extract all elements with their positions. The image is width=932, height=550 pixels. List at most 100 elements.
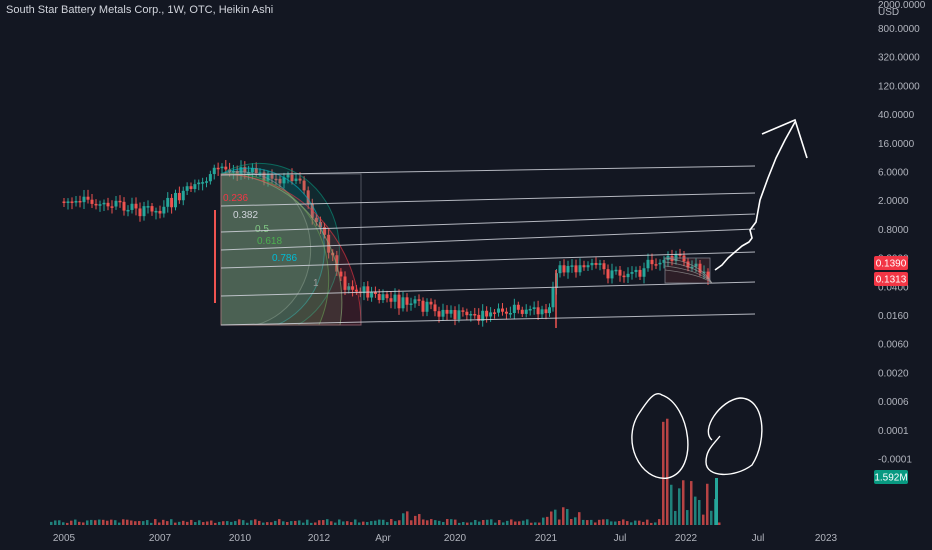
candle-body: [457, 310, 461, 320]
fib-arc: [220, 167, 325, 326]
volume-bar: [106, 520, 109, 525]
volume-bar: [526, 519, 529, 525]
volume-bar: [622, 519, 625, 525]
volume-bar: [378, 519, 381, 525]
channel-line: [220, 192, 756, 207]
volume-bar: [254, 519, 257, 525]
candle-body: [602, 263, 606, 270]
candle-body: [524, 309, 528, 314]
volume-bar: [302, 522, 305, 525]
candle-body: [634, 269, 638, 273]
candle-body: [254, 168, 258, 174]
volume-bar: [398, 520, 401, 525]
volume-bar: [574, 517, 577, 525]
volume-bar: [146, 520, 149, 525]
candle-body: [197, 182, 201, 185]
volume-bar: [618, 520, 621, 525]
volume-bar: [174, 522, 177, 525]
candle-body: [516, 304, 520, 310]
candle-body: [582, 265, 586, 268]
parallel-channel[interactable]: [220, 165, 756, 326]
volume-bar: [626, 521, 629, 525]
candle-body: [532, 307, 536, 309]
candle-body: [208, 174, 212, 182]
volume-bar: [294, 520, 297, 525]
candle-body: [98, 204, 102, 206]
candle-body: [578, 265, 582, 273]
candle-body: [690, 266, 694, 269]
candle-body: [189, 186, 193, 189]
x-tick-label: Jul: [752, 533, 765, 544]
volume-bar: [346, 521, 349, 525]
volume-bar: [715, 478, 718, 525]
volume-layer: [50, 418, 721, 525]
volume-bar: [78, 521, 81, 525]
channel-line: [220, 281, 756, 297]
candle-body: [270, 174, 274, 179]
channel-line: [220, 213, 756, 233]
candle-body: [78, 200, 82, 203]
small-fib-frame: [664, 257, 711, 284]
candle-body: [570, 265, 574, 267]
candle-body: [323, 227, 327, 235]
volume-bar: [202, 522, 205, 525]
y-tick-label: 0.0160: [878, 311, 909, 322]
volume-bar: [322, 520, 325, 525]
candle-body: [413, 299, 417, 304]
candle-body: [90, 199, 94, 204]
volume-bar: [458, 522, 461, 525]
candle-body: [425, 301, 429, 312]
volume-bar: [274, 520, 277, 525]
volume-bar: [114, 520, 117, 525]
volume-bar: [134, 521, 137, 525]
candle-body: [493, 312, 497, 314]
candle-body: [74, 200, 78, 203]
price-badge: [874, 470, 908, 484]
volume-bar: [422, 519, 425, 525]
y-tick-label: 6.0000: [878, 168, 909, 179]
volume-bar: [506, 520, 509, 525]
circle-annotation: [631, 393, 689, 479]
y-unit: USD: [878, 7, 899, 18]
candle-body: [437, 311, 441, 317]
volume-bar: [374, 520, 377, 525]
volume-bar: [402, 513, 405, 525]
time-axis[interactable]: 2005 2007 2010 2012 Apr 2020 2021 Jul 2022 Jul 202…: [53, 533, 838, 544]
volume-bar: [438, 520, 441, 525]
volume-bar: [362, 521, 365, 525]
candle-body: [354, 289, 358, 292]
y-tick-label: 40.0000: [878, 110, 915, 121]
candle-body: [698, 263, 702, 273]
volume-bar: [194, 522, 197, 525]
candle-body: [520, 309, 524, 314]
hand-drawings[interactable]: [631, 118, 808, 479]
fib-speed-fan[interactable]: 0.236 0.382 0.50.618 0.786 1: [220, 162, 362, 326]
candle-body: [548, 307, 551, 314]
fib-level-label: 0.236: [223, 193, 248, 204]
candle-body: [201, 182, 205, 184]
volume-bar: [546, 516, 549, 525]
volume-bar: [414, 515, 417, 525]
candle-body: [618, 269, 622, 276]
price-badges: 0.1390 0.1313 1.592M: [874, 256, 908, 484]
candle-body: [646, 259, 650, 269]
candle-body: [177, 192, 181, 201]
volume-bar: [150, 522, 153, 525]
candle-body: [694, 263, 698, 267]
volume-bar: [446, 519, 449, 525]
candle-body: [235, 171, 239, 175]
candle-body: [590, 262, 594, 266]
y-tick-label: 0.0006: [878, 397, 909, 408]
volume-bar: [502, 522, 505, 525]
volume-bar: [310, 522, 313, 525]
x-tick-label: 2012: [308, 533, 331, 544]
candle-body: [630, 272, 634, 274]
candle-body: [158, 210, 162, 214]
candle-body: [544, 309, 548, 314]
channel-line: [220, 251, 756, 269]
candle-body: [610, 270, 614, 279]
volume-bar: [290, 521, 293, 525]
volume-bar: [142, 521, 145, 525]
